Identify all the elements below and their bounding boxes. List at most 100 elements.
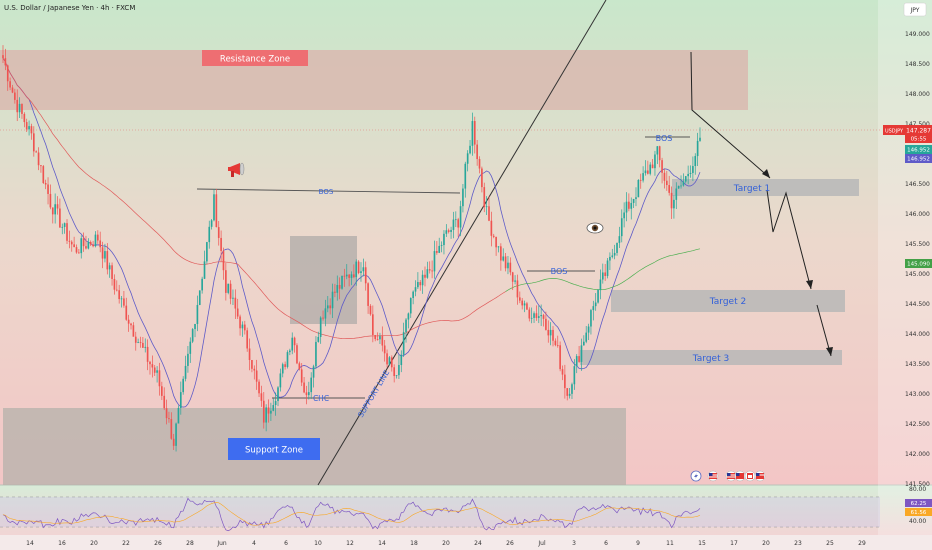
lightning-icon[interactable] xyxy=(690,470,702,482)
candle xyxy=(554,338,557,347)
candle xyxy=(40,165,42,173)
candle xyxy=(243,320,246,335)
candle xyxy=(535,305,538,321)
us-flag-icon[interactable] xyxy=(707,470,719,482)
candle xyxy=(37,147,40,171)
candle xyxy=(393,364,396,383)
us-flag-icon[interactable] xyxy=(754,470,766,482)
rsi-value-1: 62.25 xyxy=(911,501,927,507)
candle xyxy=(336,275,339,301)
candle xyxy=(289,348,291,356)
currency-button[interactable]: JPY xyxy=(910,7,920,14)
candle xyxy=(137,338,139,344)
candle xyxy=(194,323,196,338)
candle xyxy=(16,89,19,122)
time-tick-label: 22 xyxy=(122,540,130,547)
candle xyxy=(559,341,561,372)
candle xyxy=(175,422,177,452)
candle xyxy=(381,326,384,352)
candle xyxy=(163,387,166,411)
currency-button-bg[interactable] xyxy=(903,2,927,17)
candle xyxy=(398,354,400,380)
candle xyxy=(189,337,192,363)
candle xyxy=(687,165,689,185)
time-tick-label: 26 xyxy=(506,540,514,547)
candle xyxy=(63,222,66,234)
us-flag-icon[interactable] xyxy=(734,470,746,482)
candle xyxy=(270,402,272,421)
candle xyxy=(296,343,298,365)
price-tick-label: 144.500 xyxy=(905,301,930,308)
candle xyxy=(533,311,535,324)
candle xyxy=(338,277,341,300)
candle xyxy=(369,304,372,316)
candle xyxy=(696,132,699,166)
candle xyxy=(594,293,597,311)
candle xyxy=(350,271,353,286)
price-tick-label: 142.500 xyxy=(905,421,930,428)
ma-fast-badge: 146.952 xyxy=(907,148,930,154)
rsi-ma-line xyxy=(2,502,701,526)
candle xyxy=(568,388,571,399)
projection-path-2 xyxy=(766,189,812,290)
candle xyxy=(75,244,78,254)
candle xyxy=(699,127,701,142)
candle xyxy=(360,262,362,282)
candle xyxy=(9,77,11,91)
bos-1-line[interactable] xyxy=(196,188,461,194)
candle xyxy=(217,220,220,246)
candle xyxy=(161,381,163,401)
candle xyxy=(647,160,649,175)
candle xyxy=(300,363,303,387)
candle xyxy=(343,268,346,287)
us-flag-icon[interactable] xyxy=(725,470,737,482)
support-line[interactable] xyxy=(317,0,607,486)
candle xyxy=(14,88,16,104)
time-tick-label: 17 xyxy=(730,540,738,547)
time-tick-label: 9 xyxy=(636,540,640,547)
candle xyxy=(680,175,682,189)
candle xyxy=(47,177,49,205)
candle xyxy=(144,338,147,353)
candle xyxy=(637,179,640,198)
candle xyxy=(191,328,194,344)
candle xyxy=(184,355,187,382)
price-tick-label: 148.000 xyxy=(905,91,930,98)
candle xyxy=(82,232,85,252)
candle xyxy=(689,165,692,178)
candle xyxy=(255,359,258,390)
candle xyxy=(625,192,628,222)
candle xyxy=(307,381,310,400)
candle xyxy=(514,275,516,285)
candle xyxy=(265,404,267,432)
candle xyxy=(357,260,360,275)
ma-slow-line-green xyxy=(505,248,701,292)
candle xyxy=(443,230,445,255)
candle xyxy=(97,230,99,244)
candle xyxy=(597,289,599,304)
ma-mid-badge-bg xyxy=(905,154,932,163)
candle xyxy=(172,433,175,450)
candle xyxy=(232,289,234,306)
candle xyxy=(374,334,377,342)
candle xyxy=(428,261,431,274)
candle xyxy=(362,258,365,277)
candle xyxy=(208,220,211,249)
calendar-icon[interactable] xyxy=(744,470,756,482)
target-2-label: Target 2 xyxy=(709,297,746,307)
candle xyxy=(386,349,388,368)
time-tick-label: 6 xyxy=(604,540,608,547)
price-tick-label: 141.500 xyxy=(905,481,930,488)
candle xyxy=(291,332,294,355)
price-tick-label: 145.000 xyxy=(905,271,930,278)
candle xyxy=(552,326,554,347)
candle xyxy=(372,305,374,343)
candle xyxy=(108,262,111,278)
resistance-zone-box xyxy=(0,50,748,110)
rsi-band xyxy=(0,497,880,527)
projection-path-1 xyxy=(690,51,771,179)
rsi-line xyxy=(2,497,701,532)
candle xyxy=(111,262,113,286)
